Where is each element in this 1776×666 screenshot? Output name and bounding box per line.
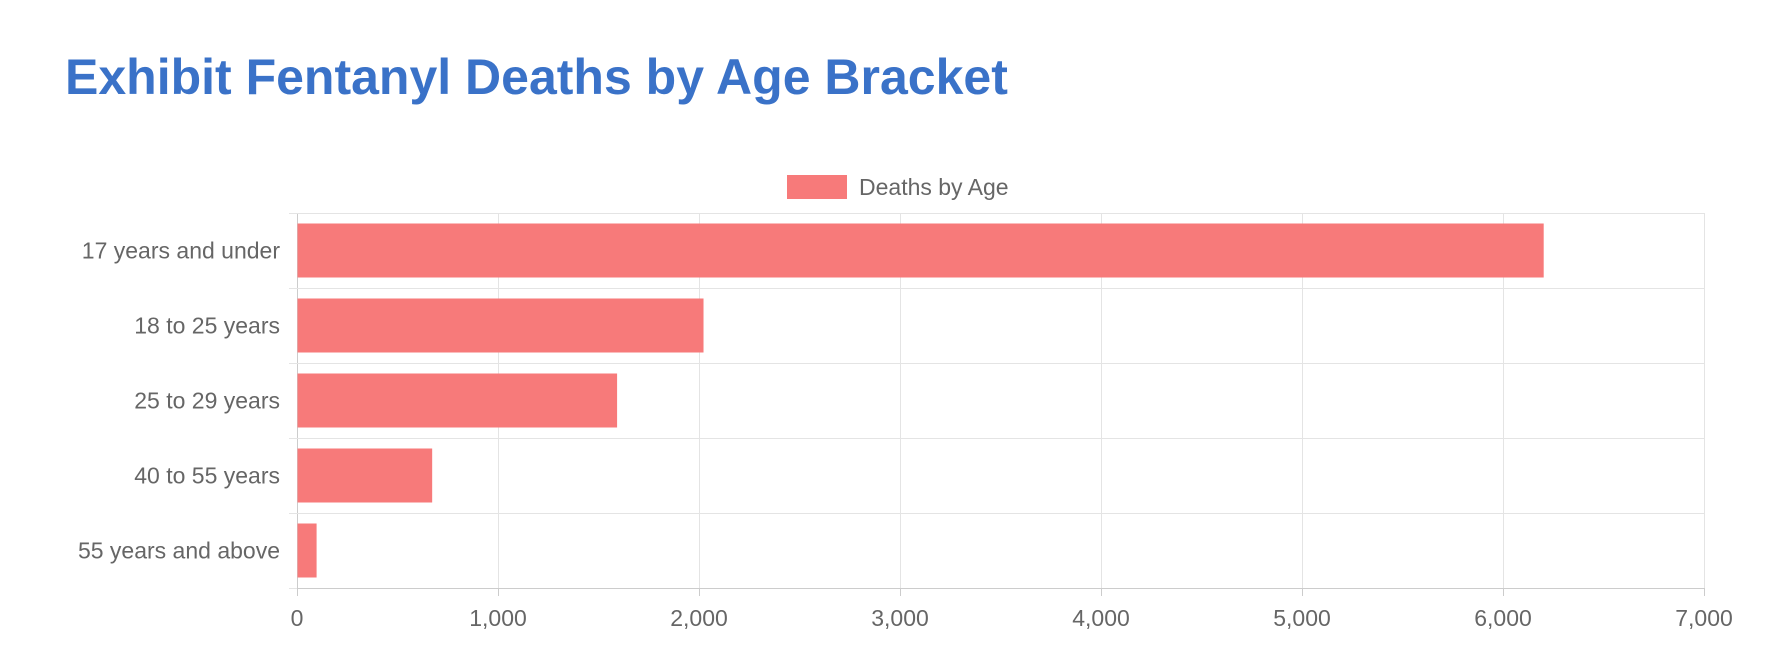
x-axis-labels: 0 1,000 2,000 3,000 4,000 5,000 6,000 7,000 <box>291 605 1733 631</box>
bar[interactable] <box>297 373 618 428</box>
y-tick-label: 55 years and above <box>78 538 280 564</box>
x-tick-label: 6,000 <box>1474 605 1532 631</box>
x-tick-label: 0 <box>291 605 304 631</box>
x-tick-label: 7,000 <box>1675 605 1733 631</box>
x-tick-label: 1,000 <box>469 605 527 631</box>
bars <box>297 223 1544 578</box>
bar[interactable] <box>297 223 1544 278</box>
y-axis-labels: 17 years and under 18 to 25 years 25 to 29… <box>78 238 280 564</box>
legend-label: Deaths by Age <box>859 174 1009 200</box>
y-tick-label: 40 to 55 years <box>134 463 280 489</box>
x-tick-label: 2,000 <box>670 605 728 631</box>
x-tick-label: 3,000 <box>871 605 929 631</box>
bar[interactable] <box>297 448 433 503</box>
bar[interactable] <box>297 298 704 353</box>
y-tick-label: 17 years and under <box>82 238 281 264</box>
x-tick-label: 4,000 <box>1072 605 1130 631</box>
x-tick-label: 5,000 <box>1273 605 1331 631</box>
bar[interactable] <box>297 523 317 578</box>
y-tick-label: 18 to 25 years <box>134 313 280 339</box>
page-title: Exhibit Fentanyl Deaths by Age Bracket <box>65 49 1008 105</box>
y-tick-label: 25 to 29 years <box>134 388 280 414</box>
legend[interactable]: Deaths by Age <box>787 174 1009 200</box>
legend-swatch <box>787 175 847 199</box>
